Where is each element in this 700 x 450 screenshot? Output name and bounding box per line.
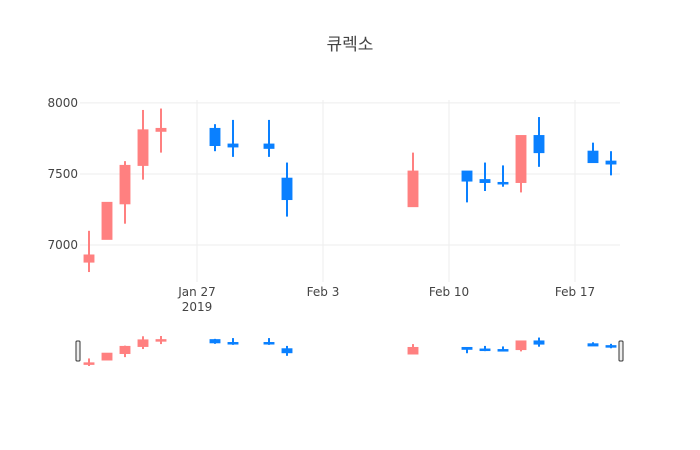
candle-body bbox=[281, 177, 293, 201]
candle-body bbox=[101, 352, 113, 361]
candle-body bbox=[137, 129, 149, 166]
chart-title: 큐렉소 bbox=[327, 35, 374, 55]
candle-body bbox=[83, 254, 95, 263]
candle-body bbox=[209, 339, 221, 344]
candle-body bbox=[227, 342, 239, 345]
candle-body bbox=[227, 143, 239, 148]
candle-body bbox=[461, 346, 473, 350]
range-handle[interactable] bbox=[75, 340, 81, 362]
candle-body bbox=[605, 160, 617, 165]
range-handle[interactable] bbox=[618, 340, 624, 362]
candle-body bbox=[533, 135, 545, 154]
candle-body bbox=[281, 348, 293, 354]
candle-body bbox=[515, 340, 527, 351]
candle-body bbox=[515, 135, 527, 183]
candle-body bbox=[119, 345, 131, 354]
candle-body bbox=[605, 345, 617, 348]
candle-body bbox=[263, 143, 275, 149]
candle-body bbox=[407, 346, 419, 355]
candle-body bbox=[497, 349, 509, 352]
candle-body bbox=[533, 340, 545, 345]
x-tick-label: Jan 27 2019 bbox=[177, 285, 216, 314]
candle-body bbox=[101, 201, 113, 240]
candle-body bbox=[407, 170, 419, 208]
candle-body bbox=[587, 343, 599, 347]
x-tick-label: Feb 17 bbox=[555, 285, 595, 299]
y-tick-label: 7500 bbox=[47, 167, 78, 181]
candle-body bbox=[83, 362, 95, 365]
candle-body bbox=[461, 170, 473, 182]
candle-body bbox=[497, 181, 509, 185]
candle-body bbox=[479, 179, 491, 183]
y-tick-label: 7000 bbox=[47, 238, 78, 252]
x-tick-label: Feb 3 bbox=[307, 285, 340, 299]
candle-body bbox=[155, 127, 167, 132]
candle-body bbox=[209, 127, 221, 146]
y-tick-label: 8000 bbox=[47, 96, 78, 110]
candle-body bbox=[263, 342, 275, 345]
candle-body bbox=[119, 164, 131, 205]
candle-body bbox=[155, 339, 167, 342]
candle-body bbox=[137, 339, 149, 347]
candle-body bbox=[587, 150, 599, 164]
candle-body bbox=[479, 348, 491, 352]
range-slider bbox=[80, 334, 620, 368]
x-tick-label: Feb 10 bbox=[429, 285, 469, 299]
